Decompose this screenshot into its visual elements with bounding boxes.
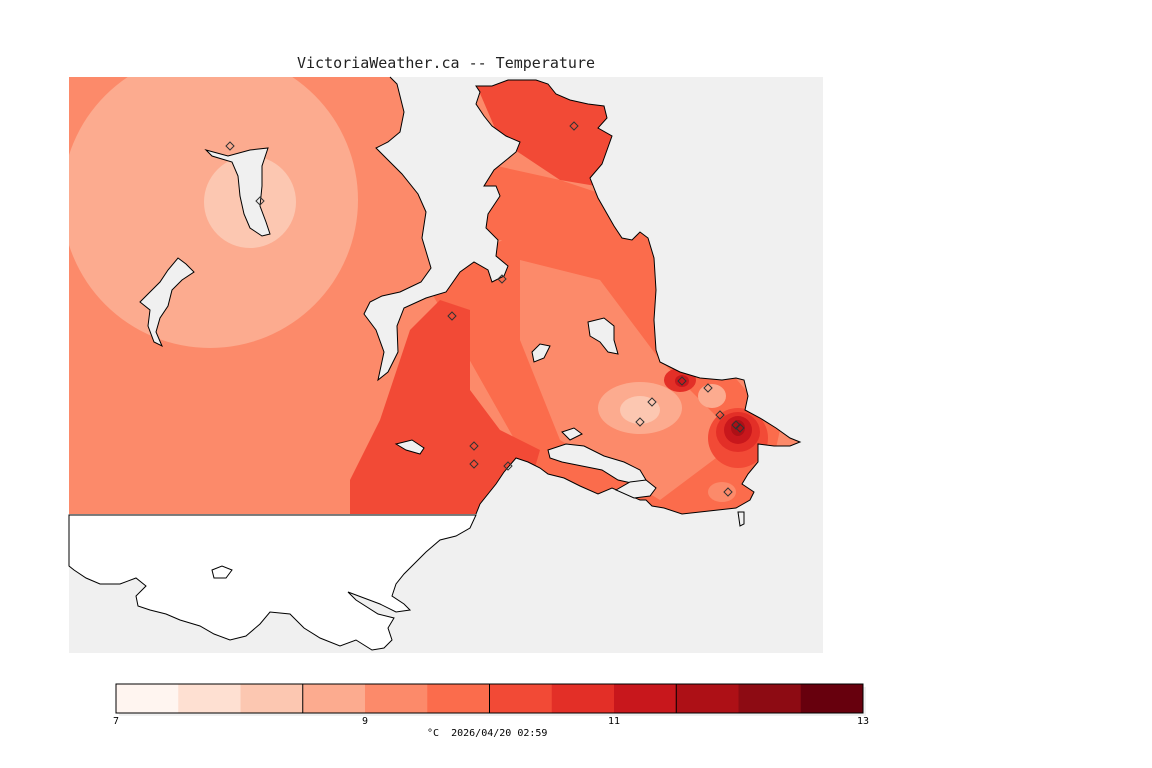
footer-caption: °C 2026/04/20 02:59	[427, 728, 547, 739]
station-marker	[735, 423, 745, 433]
colorbar-swatch	[489, 684, 553, 713]
station-marker	[703, 383, 713, 393]
colorbar-swatch	[178, 684, 241, 713]
colorbar-tick-label: 13	[856, 716, 870, 727]
colorbar-tick-label: 7	[112, 716, 120, 727]
uncovered-land	[68, 514, 477, 651]
colorbar-tick-label: 9	[361, 716, 369, 727]
station-marker	[255, 196, 265, 206]
lake-central	[587, 317, 619, 355]
small-island	[211, 565, 233, 579]
lake-small	[531, 343, 551, 363]
colorbar-swatch	[738, 684, 802, 713]
lake-south	[394, 439, 425, 455]
station-marker	[723, 487, 733, 497]
colorbar-swatch	[614, 684, 677, 713]
station-marker	[569, 121, 579, 131]
lake-west	[139, 257, 195, 348]
colorbar-swatch	[800, 684, 864, 713]
station-marker	[715, 410, 725, 420]
station-marker	[469, 459, 479, 469]
colorbar-tick-label: 11	[607, 716, 621, 727]
station-markers	[225, 121, 745, 497]
colorbar-swatch	[302, 684, 366, 713]
station-marker	[635, 417, 645, 427]
station-marker	[677, 376, 687, 386]
lake-north	[204, 147, 271, 237]
harbour-inlet-2	[614, 479, 657, 499]
colorbar-swatch	[116, 684, 179, 713]
station-marker	[225, 141, 235, 151]
harbour-spit	[561, 427, 583, 441]
unit-label: °C	[427, 728, 440, 739]
station-marker	[731, 420, 741, 430]
colorbar-swatch	[240, 684, 304, 713]
islet	[737, 511, 745, 527]
colorbar	[115, 683, 866, 716]
station-marker	[497, 274, 507, 284]
station-marker	[469, 441, 479, 451]
colorbar-swatch	[365, 684, 428, 713]
coastline	[363, 76, 802, 515]
timestamp: 2026/04/20 02:59	[451, 728, 548, 739]
colorbar-swatch	[427, 684, 490, 713]
map-title: VictoriaWeather.ca -- Temperature	[296, 54, 595, 72]
colorbar-swatch	[676, 684, 739, 713]
colorbar-swatch	[551, 684, 615, 713]
station-marker	[503, 461, 513, 471]
station-marker	[647, 397, 657, 407]
station-marker	[447, 311, 457, 321]
